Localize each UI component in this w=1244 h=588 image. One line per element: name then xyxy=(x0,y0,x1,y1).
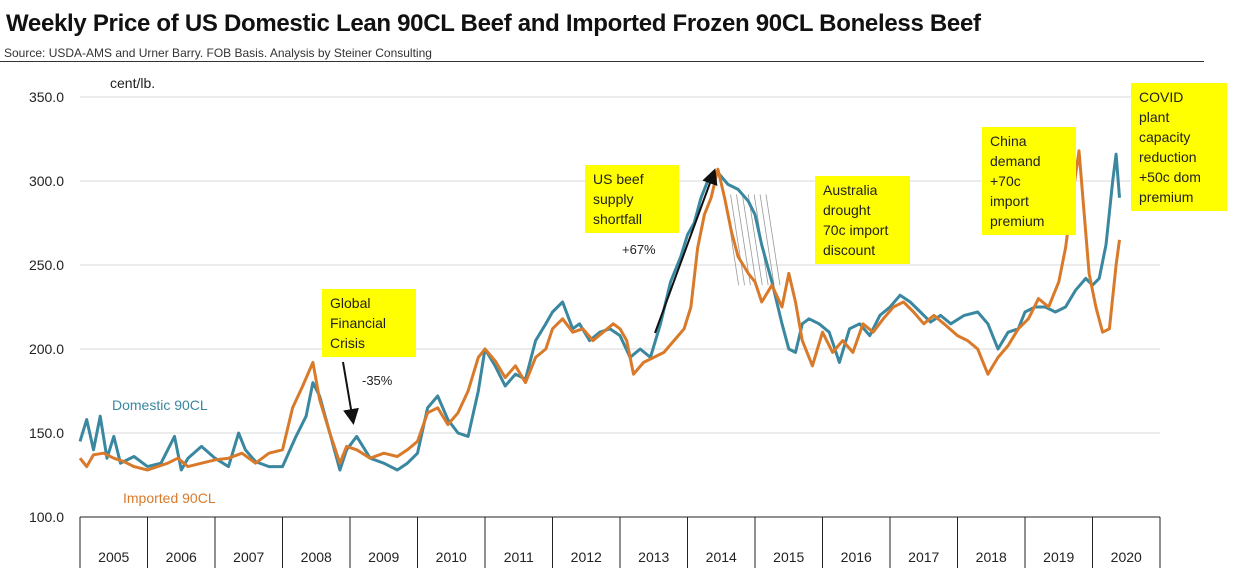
y-tick-label: 250.0 xyxy=(29,257,64,273)
gfc-change-label: -35% xyxy=(362,373,393,388)
y-axis-label: cent/lb. xyxy=(110,75,155,91)
us-change-label: +67% xyxy=(622,242,656,257)
hatch-line xyxy=(759,194,775,286)
x-tick-label: 2011 xyxy=(504,549,534,565)
y-tick-label: 300.0 xyxy=(29,173,64,189)
annotation-covid: COVID plant capacity reduction +50c dom … xyxy=(1131,83,1227,211)
x-tick-label: 2010 xyxy=(436,549,467,565)
x-tick-label: 2007 xyxy=(233,549,264,565)
y-tick-label: 200.0 xyxy=(29,341,64,357)
hatch-line xyxy=(736,194,751,286)
x-tick-label: 2006 xyxy=(166,549,197,565)
chart-title: Weekly Price of US Domestic Lean 90CL Be… xyxy=(6,10,981,37)
x-tick-label: 2014 xyxy=(706,549,737,565)
legend-imported: Imported 90CL xyxy=(123,490,216,506)
x-tick-label: 2020 xyxy=(1111,549,1142,565)
x-tick-label: 2008 xyxy=(301,549,332,565)
x-tick-label: 2012 xyxy=(571,549,602,565)
hatch-line xyxy=(765,194,781,286)
x-tick-label: 2015 xyxy=(773,549,804,565)
legend-domestic: Domestic 90CL xyxy=(112,397,208,413)
hatch-line xyxy=(741,194,757,286)
hatch-line xyxy=(747,194,763,286)
gfc-arrow xyxy=(342,361,359,425)
x-tick-label: 2005 xyxy=(98,549,129,565)
annotation-gfc: Global Financial Crisis xyxy=(322,289,416,357)
x-tick-label: 2018 xyxy=(976,549,1007,565)
x-tick-label: 2013 xyxy=(638,549,669,565)
annotation-us-shortfall: US beef supply shortfall xyxy=(585,165,679,233)
x-tick-label: 2016 xyxy=(841,549,872,565)
y-tick-label: 100.0 xyxy=(29,509,64,525)
y-tick-label: 350.0 xyxy=(29,89,64,105)
y-tick-label: 150.0 xyxy=(29,425,64,441)
x-tick-label: 2017 xyxy=(908,549,939,565)
arrow-layer xyxy=(342,168,718,425)
hatch-line xyxy=(730,194,745,286)
annotation-china: China demand +70c import premium xyxy=(982,127,1076,235)
us-shortfall-arrow xyxy=(654,168,718,334)
series-imported-line xyxy=(78,149,1121,472)
x-tick-label: 2009 xyxy=(368,549,399,565)
chart-source: Source: USDA-AMS and Urner Barry. FOB Ba… xyxy=(4,46,432,60)
title-rule xyxy=(0,61,1204,62)
axis-layer: 100.0 150.0 200.0 250.0 300.0 350.0 2005 2006 20… xyxy=(29,89,1161,568)
annotation-australia: Australia drought 70c import discount xyxy=(815,176,910,264)
x-tick-label: 2019 xyxy=(1043,549,1074,565)
series-layer xyxy=(78,149,1121,472)
